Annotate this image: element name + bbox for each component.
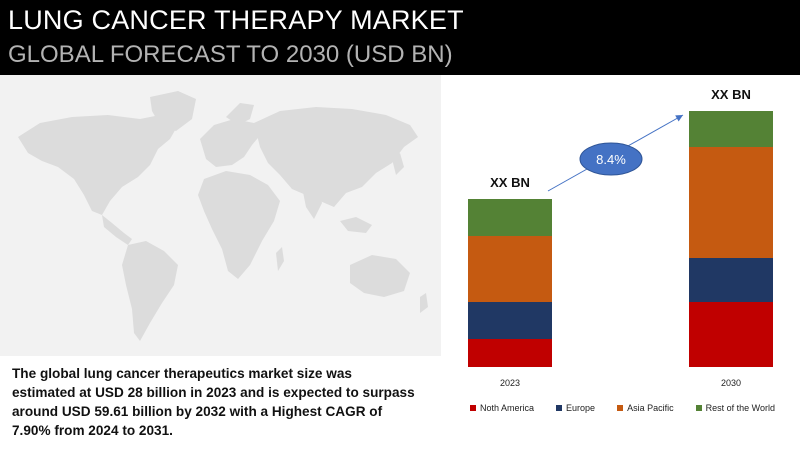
bar-segment-noth-america-2030	[689, 302, 773, 367]
stacked-bar-chart: 2023 XX BN 2030 XX BN 8.4%	[468, 87, 773, 388]
chart-legend: Noth America Europe Asia Pacific Rest of…	[470, 401, 775, 415]
summary-line: 7.90% from 2024 to 2031.	[12, 423, 173, 438]
legend-swatch	[470, 405, 476, 411]
bar-total-label: XX BN	[711, 87, 751, 102]
bar-segment-asia-pacific-2030	[689, 147, 773, 258]
legend-label: Noth America	[480, 403, 535, 413]
bar-total-label: XX BN	[490, 175, 530, 190]
page-subtitle: GLOBAL FORECAST TO 2030 (USD BN)	[8, 41, 453, 68]
map-panel	[0, 75, 441, 356]
legend-swatch	[617, 405, 624, 411]
legend-swatch	[556, 405, 563, 411]
legend-label: Asia Pacific	[627, 403, 674, 413]
bar-segment-rest-of-the-world-2023	[468, 199, 552, 236]
bar-segment-europe-2030	[689, 258, 773, 302]
bar-segment-europe-2023	[468, 302, 552, 339]
bar-segment-noth-america-2023	[468, 339, 552, 367]
legend-swatch	[695, 405, 702, 411]
growth-arrow-head	[675, 115, 683, 122]
legend-item-rest-of-world: Rest of the World	[695, 403, 775, 413]
x-tick-label: 2030	[721, 378, 741, 388]
summary-line: around USD 59.61 billion by 2032 with a …	[12, 404, 383, 419]
x-tick-label: 2023	[500, 378, 520, 388]
cagr-badge	[579, 142, 643, 176]
header-banner: LUNG CANCER THERAPY MARKET GLOBAL FORECA…	[0, 0, 800, 75]
bar-segment-rest-of-the-world-2030	[689, 111, 773, 147]
legend-item-europe: Europe	[556, 403, 595, 413]
page-title: LUNG CANCER THERAPY MARKET	[8, 5, 464, 35]
world-map-icon	[18, 91, 428, 341]
market-summary: The global lung cancer therapeutics mark…	[12, 364, 432, 440]
legend-label: Europe	[566, 403, 596, 413]
bar-segment-asia-pacific-2023	[468, 236, 552, 302]
cagr-label: 8.4%	[596, 152, 626, 167]
legend-label: Rest of the World	[705, 403, 775, 413]
legend-item-north-america: Noth America	[470, 403, 534, 413]
summary-line: estimated at USD 28 billion in 2023 and …	[12, 385, 415, 400]
summary-line: The global lung cancer therapeutics mark…	[12, 366, 352, 381]
legend-item-asia-pacific: Asia Pacific	[617, 403, 674, 413]
